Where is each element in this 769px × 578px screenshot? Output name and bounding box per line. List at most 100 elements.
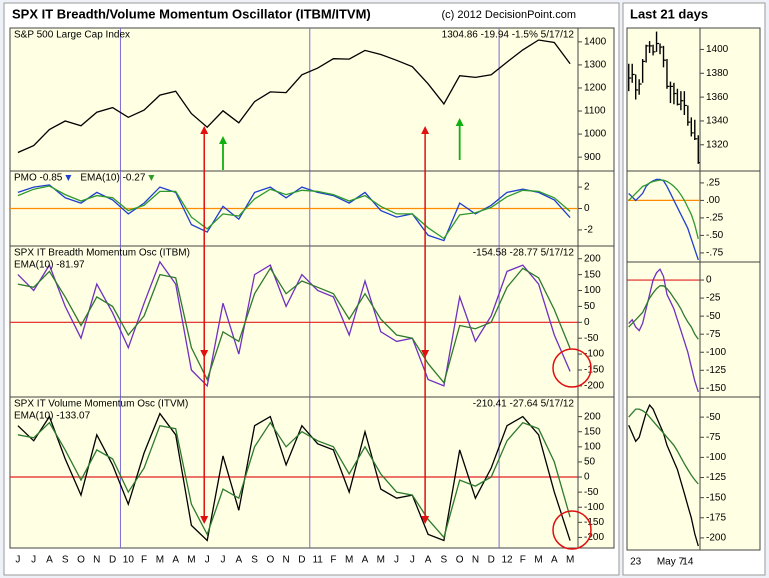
y-tick-label: -50 xyxy=(584,487,599,498)
y-tick-label: 1000 xyxy=(584,129,607,140)
x-tick-label: N xyxy=(93,555,100,566)
x-tick-label: J xyxy=(15,555,20,566)
x-tick-label: 14 xyxy=(682,557,694,568)
y-tick-label: 150 xyxy=(584,269,601,280)
y-tick-label: -50 xyxy=(584,333,599,344)
plot xyxy=(17,39,571,154)
y-tick-label: 1340 xyxy=(706,116,729,127)
y-tick-label: 50 xyxy=(584,457,596,468)
x-tick-label: N xyxy=(282,555,289,566)
x-tick-label: A xyxy=(235,555,242,566)
y-tick-label: 100 xyxy=(584,441,601,452)
y-tick-label: .25 xyxy=(706,178,720,189)
x-tick-label: J xyxy=(205,555,210,566)
panel-title: S&P 500 Large Cap Index xyxy=(14,30,130,41)
y-tick-label: 2 xyxy=(584,182,590,193)
arrow-head xyxy=(200,350,209,358)
y-tick-label: -.50 xyxy=(706,230,724,241)
y-tick-label: -.25 xyxy=(706,213,724,224)
x-tick-label: 12 xyxy=(501,555,513,566)
x-tick-label: D xyxy=(488,555,495,566)
page-title: SPX IT Breadth/Volume Momentum Oscillato… xyxy=(12,6,371,21)
y-tick-label: 1400 xyxy=(706,44,729,55)
y-tick-label: -200 xyxy=(706,533,726,544)
x-tick-label: F xyxy=(330,555,336,566)
arrow-head xyxy=(421,126,430,134)
x-tick-label: J xyxy=(394,555,399,566)
x-tick-label: A xyxy=(362,555,369,566)
y-tick-label: -.75 xyxy=(706,248,724,259)
plot xyxy=(17,412,571,542)
y-tick-label: -100 xyxy=(706,452,726,463)
y-tick-label: 1100 xyxy=(584,106,606,117)
panel xyxy=(626,27,761,172)
y-tick-label: 150 xyxy=(584,426,601,437)
y-tick-label: -50 xyxy=(706,311,721,322)
y-tick-label: 1400 xyxy=(584,36,607,47)
panel-title: SPX IT Volume Momentum Osc (ITVM) xyxy=(14,399,188,410)
y-tick-label: -150 xyxy=(584,365,604,376)
x-tick-label: A xyxy=(172,555,179,566)
plot xyxy=(17,184,571,242)
y-tick-label: -150 xyxy=(706,492,726,503)
plot xyxy=(628,403,699,547)
x-tick-label: J xyxy=(31,555,36,566)
y-tick-label: 900 xyxy=(584,152,601,163)
x-tick-label: 23 xyxy=(630,557,642,568)
credit: (c) 2012 DecisionPoint.com xyxy=(441,9,576,21)
series-line xyxy=(628,285,699,340)
y-tick-label: -125 xyxy=(706,365,726,376)
y-tick-label: 1360 xyxy=(706,92,729,103)
arrow-head xyxy=(455,118,464,126)
x-tick-label: A xyxy=(425,555,432,566)
arrow-head xyxy=(421,516,430,524)
x-tick-label: N xyxy=(472,555,479,566)
y-tick-label: 200 xyxy=(584,411,601,422)
panel xyxy=(9,396,615,549)
x-tick-label: May 7 xyxy=(657,557,685,568)
y-tick-label: .00 xyxy=(706,195,720,206)
plot xyxy=(628,178,699,261)
panel-title: SPX IT Breadth Momentum Osc (ITBM) xyxy=(14,248,190,259)
y-tick-label: 0 xyxy=(584,472,590,483)
x-tick-label: M xyxy=(534,555,542,566)
y-tick-label: -175 xyxy=(706,512,726,523)
series-line xyxy=(17,39,571,154)
x-tick-label: A xyxy=(46,555,53,566)
y-tick-label: -125 xyxy=(706,472,726,483)
highlight-circle xyxy=(552,510,592,550)
y-tick-label: -2 xyxy=(584,225,593,236)
series-line xyxy=(17,260,571,388)
y-tick-label: -75 xyxy=(706,329,721,340)
x-tick-label: S xyxy=(441,555,448,566)
y-tick-label: -75 xyxy=(706,432,721,443)
x-tick-label: F xyxy=(141,555,147,566)
x-tick-label: D xyxy=(298,555,305,566)
plot xyxy=(628,31,700,164)
y-tick-label: -100 xyxy=(706,347,726,358)
series-line xyxy=(628,268,699,393)
plot xyxy=(628,268,699,393)
panel xyxy=(626,396,761,551)
y-tick-label: 1380 xyxy=(706,68,729,79)
y-tick-label: 0 xyxy=(706,275,712,286)
y-tick-label: -200 xyxy=(584,381,604,392)
x-tick-label: M xyxy=(156,555,164,566)
series-line xyxy=(17,421,571,539)
x-tick-label: F xyxy=(520,555,526,566)
series-line xyxy=(17,185,571,240)
series-line xyxy=(17,412,571,542)
arrow-head xyxy=(219,136,227,144)
series-line xyxy=(17,267,571,385)
x-tick-label: 10 xyxy=(123,555,135,566)
legend-arrow xyxy=(65,175,72,181)
x-tick-label: D xyxy=(109,555,116,566)
legend-label: EMA(10) -133.07 xyxy=(14,411,91,422)
x-tick-label: M xyxy=(566,555,574,566)
x-tick-label: O xyxy=(456,555,464,566)
panel xyxy=(9,27,615,172)
x-tick-label: O xyxy=(77,555,85,566)
x-tick-label: J xyxy=(410,555,415,566)
x-tick-label: M xyxy=(345,555,353,566)
